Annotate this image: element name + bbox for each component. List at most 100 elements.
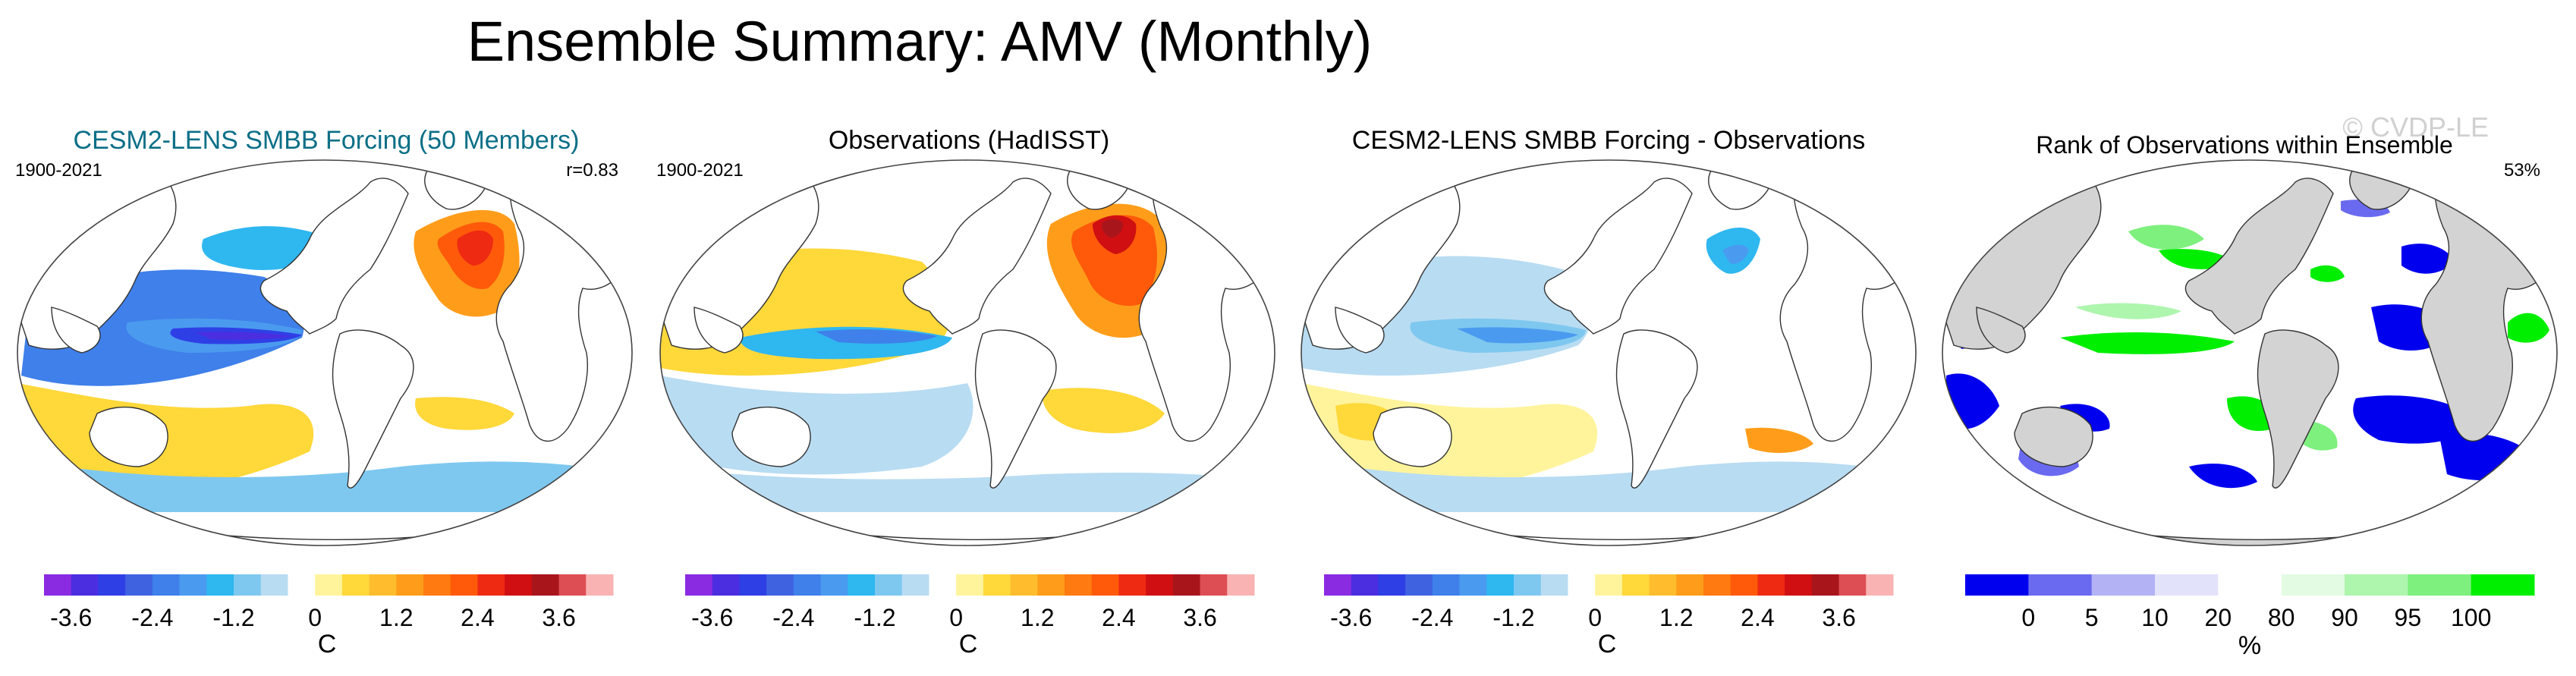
anomaly-region xyxy=(196,332,291,340)
colorbar-swatch xyxy=(586,574,614,596)
colorbar-swatch xyxy=(315,574,343,596)
panel-title: Rank of Observations within Ensemble xyxy=(2036,131,2453,159)
colorbar-swatch xyxy=(396,574,424,596)
anomaly-region xyxy=(457,230,493,266)
colorbar-tick-label: -2.4 xyxy=(131,604,173,631)
colorbar-unit: C xyxy=(318,630,337,659)
colorbar-swatch xyxy=(766,574,794,596)
colorbar-tick-label: 3.6 xyxy=(1822,604,1855,631)
colorbar-tick-label: -3.6 xyxy=(1330,604,1372,631)
colorbar-swatch xyxy=(1568,574,1596,596)
rank-region xyxy=(2060,404,2110,432)
colorbar-swatch xyxy=(234,574,262,596)
panel-title: CESM2-LENS SMBB Forcing - Observations xyxy=(1352,126,1865,155)
colorbar-tick-label: 90 xyxy=(2331,604,2358,631)
colorbar-tick-label: 5 xyxy=(2085,604,2099,631)
map xyxy=(659,159,1275,546)
colorbar-tick-label: -3.6 xyxy=(691,604,733,631)
colorbar-swatch xyxy=(558,574,587,596)
colorbar-tick-label: -1.2 xyxy=(854,604,895,631)
colorbar-tick-label: 0 xyxy=(949,604,963,631)
map xyxy=(1942,159,2558,546)
colorbar-swatch xyxy=(1703,574,1731,596)
colorbar-tick-label: 0 xyxy=(308,604,322,631)
panel-model-mean: CESM2-LENS SMBB Forcing (50 Members) 190… xyxy=(15,126,633,659)
colorbar-swatch xyxy=(1486,574,1514,596)
colorbar-swatch xyxy=(1010,574,1038,596)
colorbar-tick-label: 2.4 xyxy=(1102,604,1135,631)
colorbar-swatch xyxy=(712,574,740,596)
colorbar-unit: % xyxy=(2238,631,2261,660)
colorbar-swatch xyxy=(1459,574,1487,596)
continent-asia2 xyxy=(1976,307,2026,354)
colorbar-swatch xyxy=(369,574,397,596)
colorbar-tick-label: 100 xyxy=(2451,604,2491,631)
continent-americaS xyxy=(1615,329,1698,489)
colorbar-tick-label: -2.4 xyxy=(772,604,814,631)
colorbar-unit: C xyxy=(1598,630,1617,659)
colorbar-swatch xyxy=(739,574,767,596)
colorbar-swatch xyxy=(2281,574,2345,596)
anomaly-region xyxy=(415,397,514,430)
colorbar-swatch xyxy=(1324,574,1352,596)
rank-region xyxy=(2075,303,2181,319)
colorbar-swatch xyxy=(2028,574,2093,596)
colorbar-swatch xyxy=(1866,574,1894,596)
colorbar-tick-label: 10 xyxy=(2141,604,2169,631)
rank-region xyxy=(2310,265,2345,282)
colorbar-tick-label: 0 xyxy=(1588,604,1602,631)
continent-australia xyxy=(731,406,811,467)
panel-period: 1900-2021 xyxy=(656,160,744,181)
colorbar-swatch xyxy=(2155,574,2219,596)
colorbar-swatch xyxy=(1965,574,2029,596)
anomaly-region xyxy=(1071,215,1157,307)
colorbar-swatch xyxy=(1838,574,1867,596)
colorbar-swatch xyxy=(260,574,288,596)
continent-americaN xyxy=(2184,178,2334,335)
continent-australia xyxy=(89,406,168,467)
colorbar-unit: C xyxy=(959,630,978,659)
anomaly-region xyxy=(1457,327,1578,344)
panel-title: Observations (HadISST) xyxy=(829,126,1109,155)
colorbar-swatch xyxy=(1037,574,1065,596)
rank-region xyxy=(2508,313,2549,343)
colorbar-tick-label: -1.2 xyxy=(1492,604,1534,631)
colorbar-swatch xyxy=(477,574,505,596)
colorbar-swatch xyxy=(1649,574,1677,596)
continent-americaS xyxy=(332,329,414,489)
colorbar: -3.6 -2.4 -1.2 0 1.2 2.4 3.6 xyxy=(44,574,614,631)
colorbar-swatch xyxy=(1811,574,1840,596)
map xyxy=(1301,159,1917,546)
colorbar-tick-label: -3.6 xyxy=(50,604,92,631)
anomaly-region xyxy=(1102,219,1123,237)
colorbar-swatch xyxy=(1146,574,1174,596)
panel-observations: Observations (HadISST) 1900-2021 -3.6 -2.… xyxy=(656,126,1275,659)
colorbar-swatch xyxy=(956,574,984,596)
panel-rank-percent: 53% xyxy=(2504,160,2540,181)
panel-correlation: r=0.83 xyxy=(566,160,618,181)
colorbar-swatch xyxy=(685,574,713,596)
panel-title: CESM2-LENS SMBB Forcing (50 Members) xyxy=(74,126,580,155)
colorbar-swatch xyxy=(1227,574,1255,596)
colorbar-swatch xyxy=(1432,574,1461,596)
colorbar-swatch xyxy=(531,574,560,596)
colorbar-swatch xyxy=(793,574,822,596)
continent-americaS xyxy=(2257,329,2339,489)
continent-americaN xyxy=(902,178,1052,335)
continent-asia2 xyxy=(51,307,101,354)
colorbar-swatch xyxy=(1118,574,1146,596)
colorbar-tick-label: 3.6 xyxy=(542,604,575,631)
rank-region xyxy=(2401,244,2455,274)
colorbar-swatch xyxy=(1676,574,1704,596)
colorbar-tick-label: 20 xyxy=(2205,604,2232,631)
colorbar-swatch xyxy=(1065,574,1093,596)
colorbar-swatch xyxy=(2408,574,2472,596)
colorbar-swatch xyxy=(2345,574,2408,596)
watermark: © CVDP-LE xyxy=(2342,112,2489,143)
colorbar-swatch xyxy=(983,574,1011,596)
colorbar-swatch xyxy=(929,574,957,596)
map-border xyxy=(17,159,633,546)
colorbar-tick-label: 1.2 xyxy=(379,604,413,631)
continent-asia2 xyxy=(694,307,744,354)
